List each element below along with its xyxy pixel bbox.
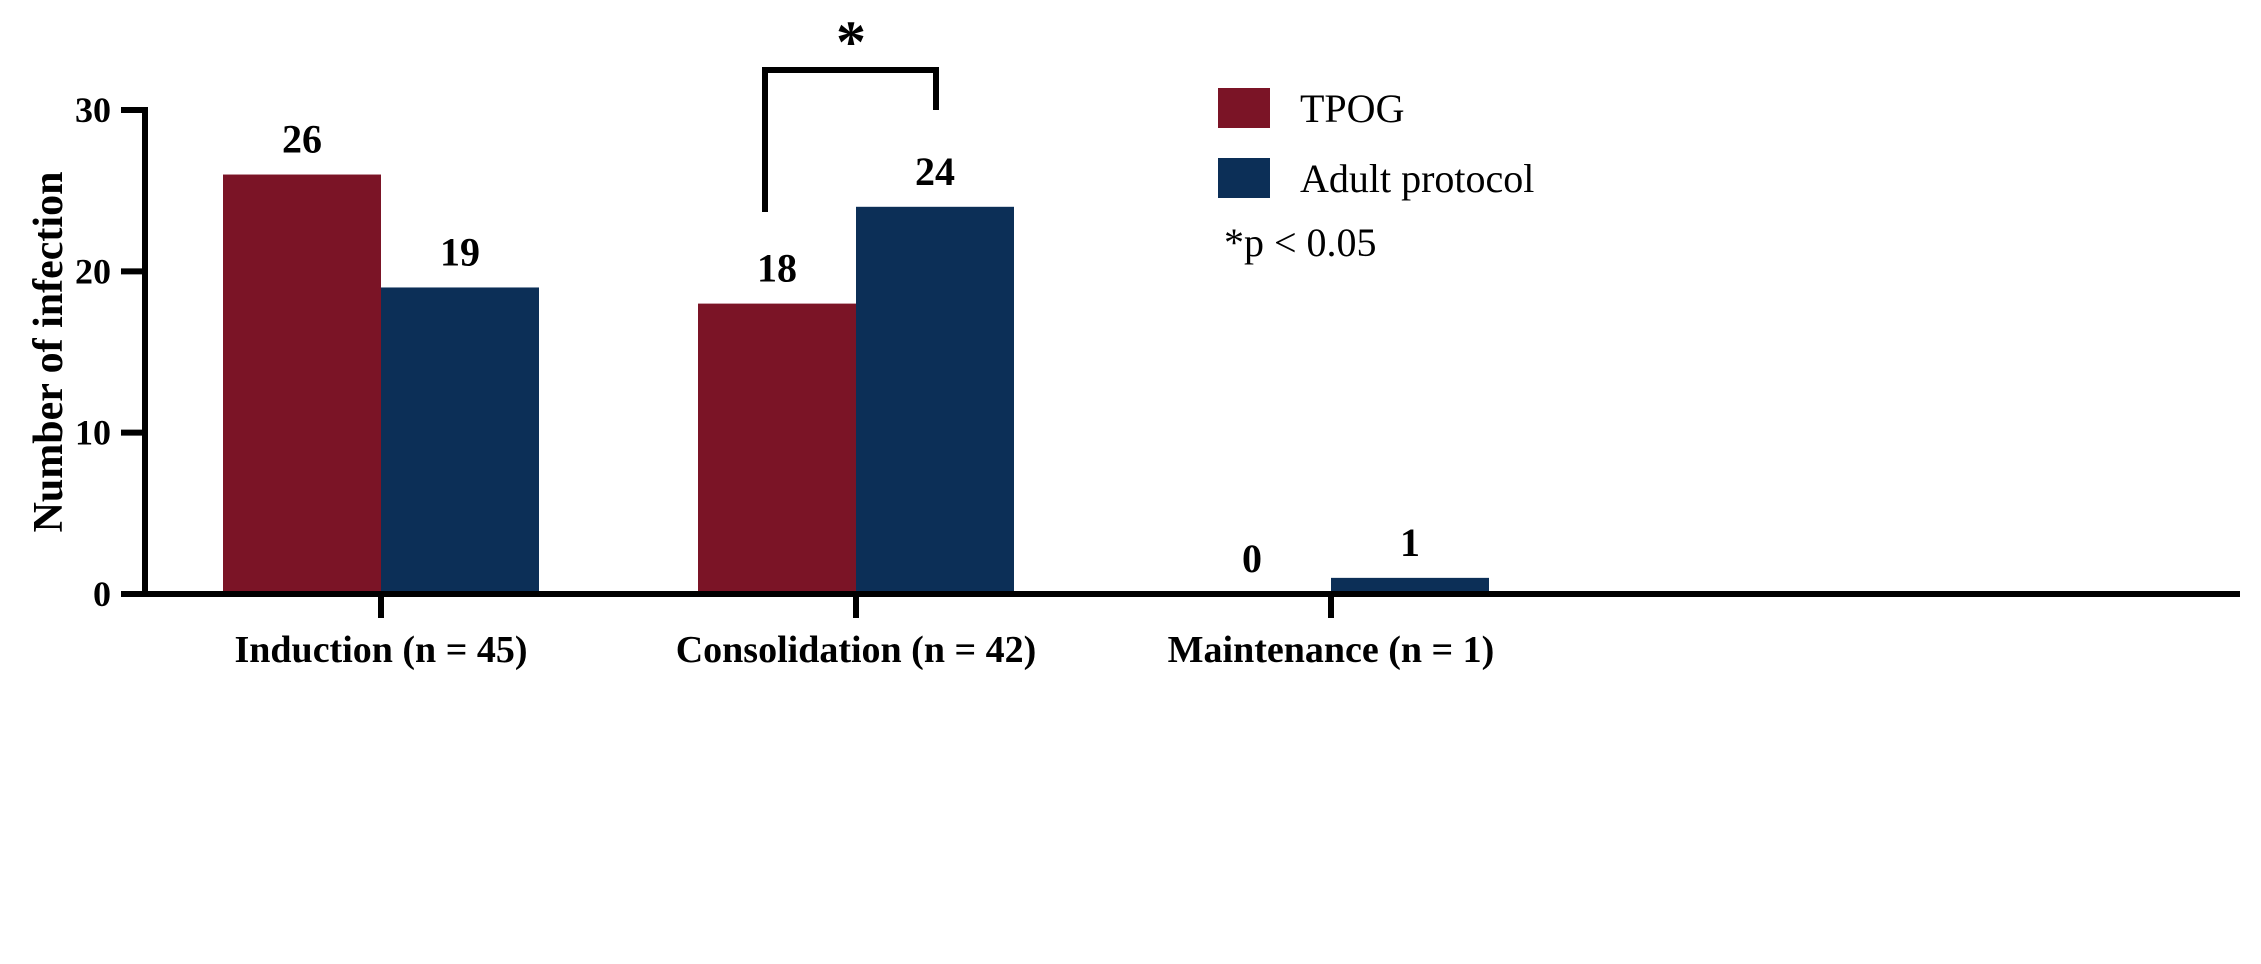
data-label-tpog-2: 0 — [1242, 536, 1262, 581]
data-labels: 26 18 0 19 24 1 — [282, 117, 1420, 581]
x-category-label-0: Induction (n = 45) — [235, 629, 528, 671]
x-category-label-2: Maintenance (n = 1) — [1168, 629, 1495, 671]
legend: TPOG Adult protocol *p < 0.05 — [1218, 86, 1534, 265]
bar-adult-protocol-2 — [1331, 577, 1489, 594]
y-tick-label-30: 30 — [75, 90, 111, 130]
bar-tpog-1 — [698, 303, 856, 594]
y-tick-label-20: 20 — [75, 251, 111, 291]
y-tick-label-0: 0 — [93, 574, 111, 614]
x-category-label-1: Consolidation (n = 42) — [676, 629, 1037, 671]
bar-adult-protocol-0 — [381, 287, 539, 594]
bars — [223, 174, 1489, 595]
legend-note: *p < 0.05 — [1224, 220, 1377, 265]
legend-swatch-adult-protocol — [1218, 158, 1270, 198]
bar-adult-protocol-1 — [856, 206, 1014, 595]
data-label-tpog-1: 18 — [757, 246, 797, 291]
legend-label-tpog: TPOG — [1300, 86, 1404, 131]
data-label-adult-protocol-2: 1 — [1400, 520, 1420, 565]
significance-bracket-line — [762, 67, 939, 212]
legend-label-adult-protocol: Adult protocol — [1300, 156, 1534, 201]
data-label-adult-protocol-0: 19 — [440, 229, 480, 274]
legend-swatch-tpog — [1218, 88, 1270, 128]
significance-star: * — [836, 9, 866, 75]
bar-tpog-0 — [223, 174, 381, 595]
y-tick-label-10: 10 — [75, 413, 111, 453]
data-label-adult-protocol-1: 24 — [915, 149, 955, 194]
y-axis-title: Number of infection — [26, 172, 72, 533]
data-label-tpog-0: 26 — [282, 117, 322, 162]
significance-bracket: * — [762, 9, 939, 212]
